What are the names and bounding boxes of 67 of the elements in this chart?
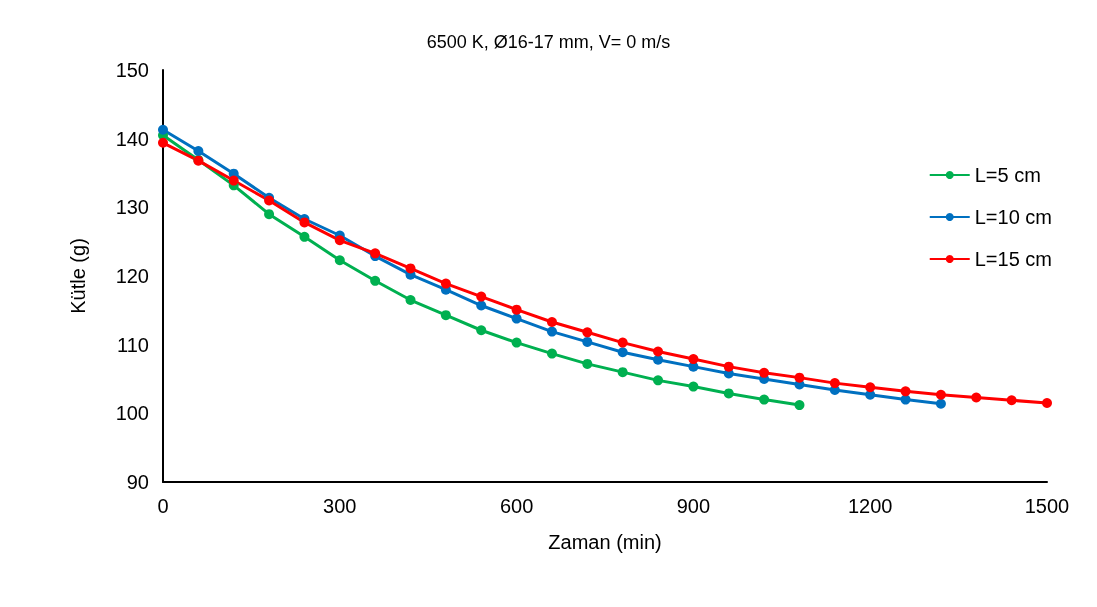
y-tick-label: 140 — [115, 127, 149, 150]
x-tick-label: 300 — [323, 495, 357, 517]
chart-title: 6500 K, Ø16-17 mm, V= 0 m/s — [426, 32, 671, 52]
y-tick-label: 120 — [115, 265, 149, 287]
point — [476, 291, 487, 302]
point — [794, 372, 805, 383]
point — [511, 304, 522, 315]
point — [546, 326, 557, 337]
point — [405, 263, 416, 274]
point — [653, 375, 664, 386]
point — [688, 381, 699, 392]
point — [1006, 395, 1017, 406]
point — [617, 337, 628, 348]
y-tick-label: 100 — [115, 402, 149, 425]
point — [653, 346, 664, 357]
point — [723, 361, 734, 372]
point — [653, 354, 664, 365]
point — [546, 348, 557, 359]
point — [228, 175, 239, 186]
point — [299, 217, 310, 228]
point — [334, 255, 345, 266]
point — [476, 300, 487, 311]
point — [582, 336, 593, 347]
point — [935, 398, 946, 409]
x-tick-label: 0 — [157, 495, 169, 517]
point — [829, 378, 840, 389]
point — [617, 347, 628, 358]
point — [440, 310, 451, 321]
x-tick-label: 900 — [676, 495, 711, 517]
point — [688, 354, 699, 365]
legend-label: L=5 cm — [974, 164, 1041, 186]
point — [546, 317, 557, 327]
point — [334, 235, 345, 246]
y-tick-label: 130 — [115, 196, 149, 219]
x-tick-label: 1200 — [847, 495, 893, 517]
point — [511, 313, 522, 324]
x-tick-label: 1500 — [1024, 495, 1070, 517]
point — [193, 146, 204, 157]
point — [299, 231, 310, 242]
point — [405, 295, 416, 306]
point — [900, 386, 911, 397]
legend-label: L=15 cm — [974, 248, 1052, 270]
point — [759, 367, 770, 378]
point — [935, 389, 946, 400]
y-axis-title: Kütle (g) — [67, 238, 89, 314]
y-tick-label: 110 — [117, 333, 149, 356]
point — [582, 358, 593, 369]
point — [370, 275, 381, 286]
point — [1042, 398, 1052, 409]
point — [582, 327, 593, 338]
point — [264, 209, 275, 220]
point — [617, 367, 628, 378]
point — [865, 382, 876, 393]
point — [971, 392, 982, 403]
x-tick-label: 600 — [499, 495, 534, 517]
point — [794, 400, 805, 411]
point — [723, 388, 734, 399]
point — [759, 394, 770, 405]
x-axis-title: Zaman (min) — [548, 531, 662, 553]
point — [440, 278, 451, 289]
legend-label: L=10 cm — [974, 206, 1052, 228]
point — [511, 337, 522, 348]
y-tick-label: 150 — [115, 59, 149, 81]
point — [158, 124, 168, 135]
point — [158, 137, 168, 148]
point — [476, 325, 487, 336]
y-tick-label: 90 — [126, 471, 149, 493]
